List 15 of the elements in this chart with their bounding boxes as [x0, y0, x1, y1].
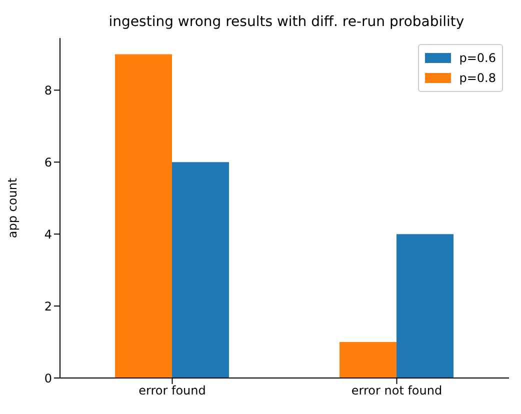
bar	[115, 54, 172, 378]
y-axis-title: app count	[5, 178, 20, 238]
y-tick-label: 2	[44, 299, 52, 314]
bar	[340, 342, 396, 378]
y-tick-label: 6	[44, 155, 52, 170]
x-tick-label: error not found	[351, 384, 442, 398]
bar	[396, 234, 454, 378]
x-tick-label: error found	[138, 384, 206, 398]
legend-label: p=0.6	[459, 50, 496, 67]
y-tick-label: 4	[44, 227, 52, 242]
bar	[172, 162, 229, 378]
y-tick-label: 0	[44, 371, 52, 386]
chart-title: ingesting wrong results with diff. re-run probability	[108, 14, 464, 30]
y-tick-label: 8	[44, 83, 52, 98]
legend-label: p=0.8	[459, 70, 496, 87]
